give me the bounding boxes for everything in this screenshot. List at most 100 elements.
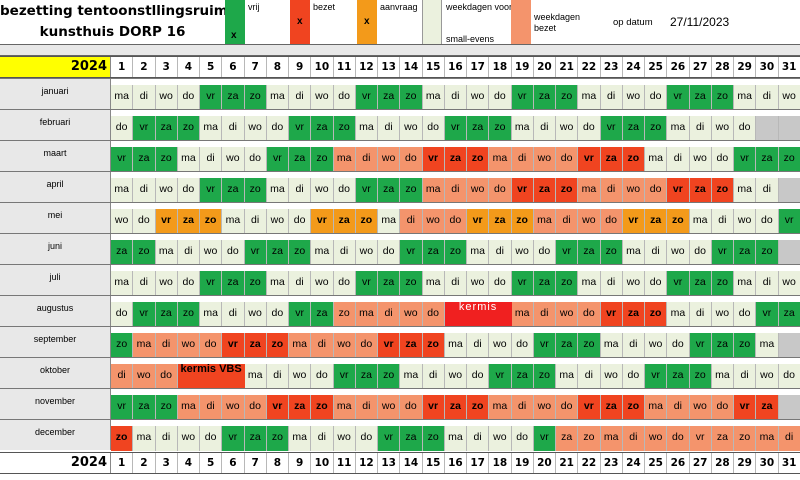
- day-cell-juli-8[interactable]: ma: [266, 271, 289, 296]
- day-cell-mei-5[interactable]: zo: [200, 209, 223, 234]
- day-cell-maart-5[interactable]: di: [200, 147, 223, 172]
- day-cell-september-25[interactable]: wo: [645, 333, 668, 358]
- day-cell-oktober-7[interactable]: ma: [244, 364, 267, 389]
- day-cell-juni-31[interactable]: [778, 240, 800, 265]
- day-cell-februari-15[interactable]: do: [422, 116, 445, 141]
- day-cell-oktober-2[interactable]: wo: [133, 364, 156, 389]
- day-cell-december-7[interactable]: za: [244, 426, 267, 451]
- day-cell-september-4[interactable]: wo: [177, 333, 200, 358]
- day-cell-juli-24[interactable]: wo: [622, 271, 645, 296]
- day-cell-oktober-9[interactable]: wo: [289, 364, 312, 389]
- day-cell-november-11[interactable]: ma: [333, 395, 356, 420]
- day-cell-januari-29[interactable]: ma: [734, 85, 757, 110]
- day-cell-mei-27[interactable]: ma: [689, 209, 712, 234]
- day-cell-oktober-20[interactable]: zo: [533, 364, 556, 389]
- day-cell-mei-2[interactable]: do: [133, 209, 156, 234]
- day-cell-december-13[interactable]: vr: [378, 426, 401, 451]
- day-cell-juni-17[interactable]: ma: [467, 240, 490, 265]
- day-cell-augustus-12[interactable]: ma: [355, 302, 378, 327]
- day-cell-augustus-26[interactable]: ma: [667, 302, 690, 327]
- day-cell-augustus-29[interactable]: do: [734, 302, 757, 327]
- day-cell-januari-15[interactable]: ma: [422, 85, 445, 110]
- day-cell-mei-14[interactable]: di: [400, 209, 423, 234]
- day-cell-maart-11[interactable]: ma: [333, 147, 356, 172]
- event-augustus[interactable]: kermis: [444, 302, 512, 327]
- day-cell-november-31[interactable]: [778, 395, 800, 420]
- day-cell-september-21[interactable]: za: [556, 333, 579, 358]
- day-cell-augustus-8[interactable]: do: [266, 302, 289, 327]
- day-cell-april-24[interactable]: wo: [622, 178, 645, 203]
- day-cell-juni-11[interactable]: di: [333, 240, 356, 265]
- day-cell-december-2[interactable]: ma: [133, 426, 156, 451]
- day-cell-november-22[interactable]: vr: [578, 395, 601, 420]
- day-cell-januari-20[interactable]: za: [533, 85, 556, 110]
- day-cell-februari-26[interactable]: ma: [667, 116, 690, 141]
- day-cell-juli-18[interactable]: do: [489, 271, 512, 296]
- day-cell-september-26[interactable]: do: [667, 333, 690, 358]
- day-cell-november-30[interactable]: za: [756, 395, 779, 420]
- day-cell-januari-23[interactable]: di: [600, 85, 623, 110]
- day-cell-januari-30[interactable]: di: [756, 85, 779, 110]
- day-cell-september-8[interactable]: zo: [266, 333, 289, 358]
- day-cell-juni-15[interactable]: za: [422, 240, 445, 265]
- day-cell-oktober-26[interactable]: za: [667, 364, 690, 389]
- day-cell-februari-17[interactable]: za: [467, 116, 490, 141]
- day-cell-november-20[interactable]: wo: [533, 395, 556, 420]
- day-cell-juli-28[interactable]: zo: [711, 271, 734, 296]
- day-cell-februari-5[interactable]: ma: [200, 116, 223, 141]
- day-cell-januari-22[interactable]: ma: [578, 85, 601, 110]
- day-cell-april-2[interactable]: di: [133, 178, 156, 203]
- day-cell-augustus-4[interactable]: zo: [177, 302, 200, 327]
- day-cell-oktober-25[interactable]: vr: [645, 364, 668, 389]
- day-cell-juli-11[interactable]: do: [333, 271, 356, 296]
- day-cell-oktober-24[interactable]: do: [622, 364, 645, 389]
- day-cell-september-12[interactable]: do: [355, 333, 378, 358]
- day-cell-mei-4[interactable]: za: [177, 209, 200, 234]
- day-cell-juli-30[interactable]: di: [756, 271, 779, 296]
- day-cell-februari-11[interactable]: zo: [333, 116, 356, 141]
- day-cell-juni-16[interactable]: zo: [444, 240, 467, 265]
- day-cell-februari-3[interactable]: za: [155, 116, 178, 141]
- day-cell-mei-6[interactable]: ma: [222, 209, 245, 234]
- day-cell-november-9[interactable]: za: [289, 395, 312, 420]
- day-cell-januari-28[interactable]: zo: [711, 85, 734, 110]
- day-cell-april-23[interactable]: di: [600, 178, 623, 203]
- day-cell-juli-14[interactable]: zo: [400, 271, 423, 296]
- day-cell-november-13[interactable]: wo: [378, 395, 401, 420]
- day-cell-augustus-9[interactable]: vr: [289, 302, 312, 327]
- day-cell-oktober-30[interactable]: wo: [756, 364, 779, 389]
- day-cell-februari-30[interactable]: [756, 116, 779, 141]
- day-cell-maart-15[interactable]: vr: [422, 147, 445, 172]
- day-cell-mei-11[interactable]: za: [333, 209, 356, 234]
- day-cell-december-18[interactable]: wo: [489, 426, 512, 451]
- day-cell-maart-8[interactable]: vr: [266, 147, 289, 172]
- day-cell-februari-22[interactable]: do: [578, 116, 601, 141]
- day-cell-maart-2[interactable]: za: [133, 147, 156, 172]
- day-cell-mei-24[interactable]: vr: [622, 209, 645, 234]
- day-cell-februari-12[interactable]: ma: [355, 116, 378, 141]
- day-cell-maart-23[interactable]: za: [600, 147, 623, 172]
- day-cell-augustus-28[interactable]: wo: [711, 302, 734, 327]
- day-cell-februari-6[interactable]: di: [222, 116, 245, 141]
- day-cell-mei-16[interactable]: do: [444, 209, 467, 234]
- day-cell-mei-13[interactable]: ma: [378, 209, 401, 234]
- day-cell-januari-14[interactable]: zo: [400, 85, 423, 110]
- day-cell-december-23[interactable]: ma: [600, 426, 623, 451]
- day-cell-april-25[interactable]: do: [645, 178, 668, 203]
- day-cell-juli-29[interactable]: ma: [734, 271, 757, 296]
- day-cell-november-26[interactable]: di: [667, 395, 690, 420]
- day-cell-juli-6[interactable]: za: [222, 271, 245, 296]
- day-cell-juli-4[interactable]: do: [177, 271, 200, 296]
- day-cell-juni-21[interactable]: vr: [556, 240, 579, 265]
- day-cell-februari-14[interactable]: wo: [400, 116, 423, 141]
- day-cell-december-3[interactable]: di: [155, 426, 178, 451]
- day-cell-januari-25[interactable]: do: [645, 85, 668, 110]
- day-cell-november-3[interactable]: zo: [155, 395, 178, 420]
- day-cell-april-18[interactable]: do: [489, 178, 512, 203]
- day-cell-september-23[interactable]: ma: [600, 333, 623, 358]
- day-cell-november-27[interactable]: wo: [689, 395, 712, 420]
- day-cell-juli-23[interactable]: di: [600, 271, 623, 296]
- day-cell-april-30[interactable]: di: [756, 178, 779, 203]
- day-cell-juli-17[interactable]: wo: [467, 271, 490, 296]
- day-cell-maart-19[interactable]: di: [511, 147, 534, 172]
